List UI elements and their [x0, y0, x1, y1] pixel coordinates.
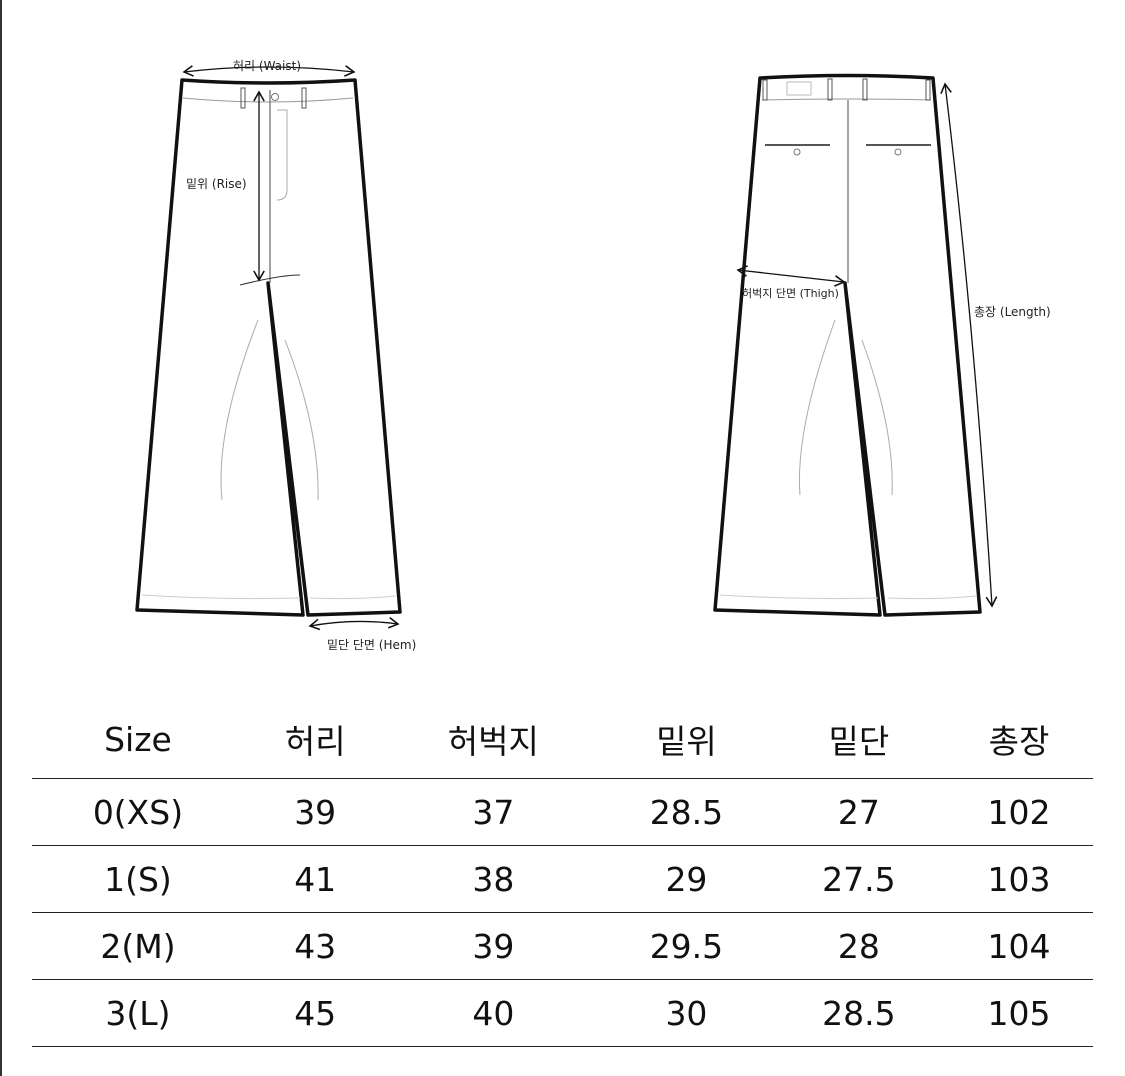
cell: 40	[472, 993, 515, 1033]
header-rise: 밑위	[656, 722, 717, 761]
cell: 28	[837, 926, 880, 966]
cell: 27.5	[822, 859, 896, 899]
header-length: 총장	[988, 722, 1050, 761]
header-hem: 밑단	[828, 722, 890, 761]
size-table: Size 허리 허벅지 밑위 밑단 총장 0(XS) 39 37 28.5 27…	[32, 700, 1093, 1047]
hem-label: 밑단 단면 (Hem)	[327, 638, 417, 652]
thigh-label: 허벅지 단면 (Thigh)	[742, 287, 839, 300]
cell: 45	[294, 993, 337, 1033]
cell: 103	[987, 859, 1051, 899]
cell: 41	[294, 859, 337, 899]
cell: 27	[837, 792, 880, 832]
cell: 104	[987, 926, 1051, 966]
cell: 38	[472, 859, 515, 899]
cell: 3(L)	[105, 993, 171, 1033]
cell: 2(M)	[100, 926, 176, 966]
cell: 28.5	[822, 993, 896, 1033]
waist-label: 허리 (Waist)	[233, 59, 302, 73]
table-row: 2(M) 43 39 29.5 28 104	[32, 913, 1093, 980]
cell: 39	[472, 926, 515, 966]
header-thigh: 허벅지	[447, 722, 539, 761]
cell: 102	[987, 792, 1051, 832]
cell: 105	[987, 993, 1051, 1033]
table-row: 3(L) 45 40 30 28.5 105	[32, 980, 1093, 1047]
table-row: 1(S) 41 38 29 27.5 103	[32, 846, 1093, 913]
cell: 30	[665, 993, 708, 1033]
left-border	[0, 0, 2, 1076]
front-pants-illustration	[135, 65, 402, 631]
table-header-row: Size 허리 허벅지 밑위 밑단 총장	[32, 700, 1093, 779]
cell: 29.5	[649, 926, 724, 966]
cell: 29	[665, 859, 708, 899]
cell: 39	[294, 792, 337, 832]
back-pants-illustration	[713, 73, 998, 617]
header-waist: 허리	[284, 722, 346, 761]
cell: 43	[294, 926, 337, 966]
header-size: Size	[104, 719, 172, 759]
cell: 28.5	[649, 792, 724, 832]
table-row: 0(XS) 39 37 28.5 27 102	[32, 779, 1093, 846]
cell: 1(S)	[104, 859, 172, 899]
rise-label: 밑위 (Rise)	[186, 177, 247, 191]
pants-diagram	[135, 65, 998, 631]
cell: 0(XS)	[92, 792, 184, 832]
cell: 37	[472, 792, 515, 832]
length-label: 총장 (Length)	[974, 305, 1051, 319]
